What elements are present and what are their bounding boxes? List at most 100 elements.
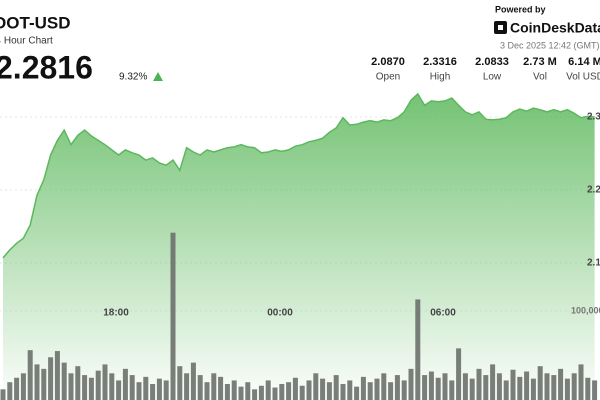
volume-bar (313, 373, 319, 400)
volume-bar (211, 373, 217, 400)
volume-bar (592, 380, 598, 400)
volume-bar (75, 366, 81, 400)
volume-bar (204, 382, 210, 400)
volume-bar (442, 373, 448, 400)
stat-label: Open (376, 72, 400, 83)
volume-bar (68, 373, 74, 400)
volume-bar (530, 378, 536, 400)
volume-bar (299, 385, 305, 400)
volume-bar (462, 373, 468, 400)
brand-logo (494, 21, 507, 34)
timestamp: 3 Dec 2025 12:42 (GMT) (500, 40, 600, 50)
x-tick-label: 00:00 (267, 308, 293, 319)
volume-bar (95, 370, 101, 400)
volume-bar (496, 373, 502, 400)
volume-bar (340, 383, 346, 400)
volume-bar (48, 357, 54, 400)
volume-bar (27, 350, 33, 400)
volume-bar (238, 386, 244, 400)
volume-bar (184, 373, 190, 400)
volume-bar (306, 380, 312, 400)
volume-bar (197, 375, 203, 400)
volume-bar (224, 383, 230, 400)
volume-bar (449, 380, 455, 400)
volume-bar (14, 377, 20, 400)
volume-bar (558, 368, 564, 400)
volume-bar (571, 373, 577, 400)
volume-bar (231, 380, 237, 400)
price-line (2, 92, 595, 259)
volume-bar (279, 383, 285, 400)
stat-label: Low (483, 72, 502, 83)
volume-bar (54, 351, 60, 400)
volume-bar (388, 382, 394, 400)
stat-value: 2.0833 (475, 56, 509, 68)
volume-bar (245, 382, 251, 400)
y-tick-label: 2.3 (587, 112, 600, 123)
y2-tick-label: 100,000 (571, 305, 600, 315)
volume-bar (116, 380, 122, 400)
volume-bar (20, 373, 26, 400)
powered-by: Powered by (495, 4, 546, 14)
subtitle: 24 Hour Chart (0, 36, 53, 47)
volume-bar (360, 376, 366, 400)
volume-bar (190, 362, 196, 400)
volume-bar (428, 371, 434, 400)
volume-bar (129, 375, 135, 400)
volume-bar (476, 368, 482, 400)
volume-bar (252, 389, 258, 400)
volume-bar (367, 382, 373, 400)
volume-bar (320, 378, 326, 400)
volume-bar (401, 380, 407, 400)
volume-bar (61, 362, 67, 400)
stats: 2.0870 Open 2.3316 High 2.0833 Low 2.73 M Vol 6.… (371, 56, 600, 83)
volume-bar (326, 382, 332, 400)
volume-bar (109, 373, 115, 400)
volume-bar (170, 232, 176, 400)
volume-bar (503, 380, 509, 400)
volume-bar (156, 378, 162, 400)
volume-bar (354, 386, 360, 400)
volume-bar (585, 377, 591, 400)
volume-bar (88, 377, 94, 400)
volume-bar (0, 389, 6, 400)
volume-bar (483, 375, 489, 400)
volume-bar (544, 373, 550, 400)
volume-bar (136, 382, 142, 400)
price-area (3, 93, 595, 400)
volume-bar (551, 375, 557, 400)
volume-bar (265, 380, 271, 400)
volume-bar (578, 364, 584, 400)
volume-bar (381, 373, 387, 400)
volume-bar (150, 383, 156, 400)
volume-bar (218, 376, 224, 400)
plot-area (0, 92, 600, 400)
volume-bar (163, 380, 169, 400)
stat-value: 2.3316 (423, 56, 457, 68)
volume-bar (394, 375, 400, 400)
volume-bar (177, 366, 183, 400)
volume-bar (143, 376, 149, 400)
volume-bar (517, 376, 523, 400)
volume-bar (272, 387, 278, 400)
symbol: DOT-USD (0, 13, 71, 32)
volume-bar (374, 378, 380, 400)
y-tick-label: 2.2 (587, 185, 600, 196)
change: 9.32% (119, 72, 147, 83)
volume-bar (7, 382, 13, 400)
volume-bar (41, 368, 47, 400)
volume-bar (333, 375, 339, 400)
volume-bar (415, 299, 421, 400)
volume-bar (102, 364, 108, 400)
volume-bar (258, 385, 264, 400)
volume-bar (34, 364, 40, 400)
volume-bar (347, 380, 353, 400)
volume-bar (537, 366, 543, 400)
up-arrow (153, 72, 163, 81)
stat-label: Vol USD (566, 72, 600, 83)
volume-bar (435, 377, 441, 400)
volume-bar (490, 364, 496, 400)
volume-bar (408, 368, 414, 400)
y-tick-label: 2.1 (587, 258, 600, 269)
